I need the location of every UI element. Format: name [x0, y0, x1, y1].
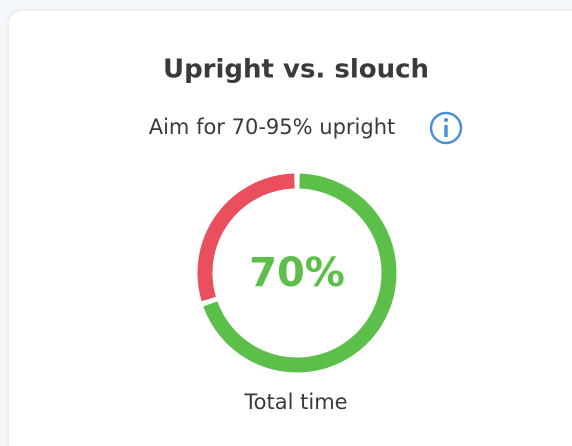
info-circle [429, 111, 463, 145]
card [7, 9, 572, 446]
donut-segment [197, 173, 295, 302]
card-title: Upright vs. slouch [163, 55, 429, 85]
center-value-label: 70% [249, 250, 345, 296]
donut-segment [203, 173, 397, 373]
info-icon[interactable] [429, 111, 463, 145]
info-stem [444, 125, 448, 137]
info-dot [444, 118, 448, 122]
subtitle: Aim for 70-95% upright [149, 115, 396, 139]
caption: Total time [243, 390, 347, 414]
donut-chart: 70% [197, 173, 397, 373]
